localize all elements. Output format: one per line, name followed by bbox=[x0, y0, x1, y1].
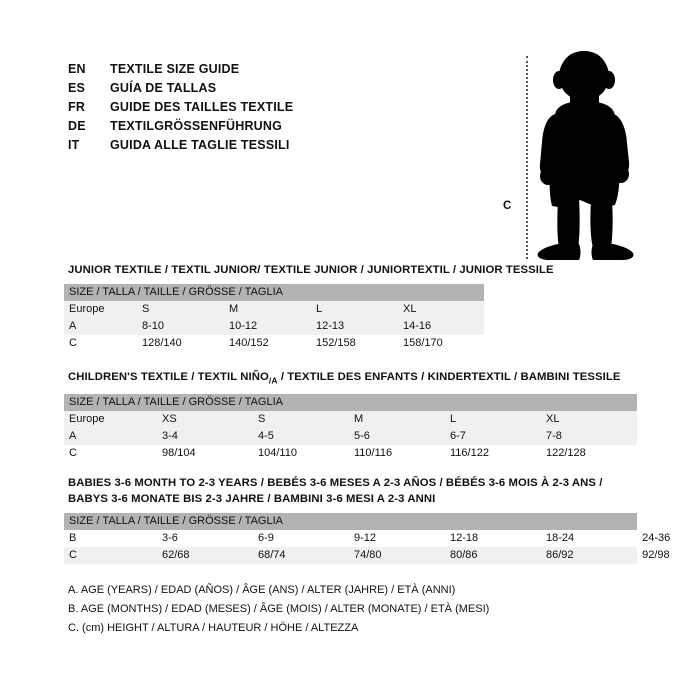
junior-europe-m: M bbox=[224, 301, 311, 318]
children-age-m: 5-6 bbox=[349, 428, 445, 446]
measurement-label-c: C bbox=[503, 200, 512, 212]
height-measurement-figure: C bbox=[495, 40, 660, 275]
children-row-key-a: A bbox=[64, 428, 157, 446]
children-title-sub: /A bbox=[268, 375, 278, 386]
table-row: B 3-6 6-9 9-12 12-18 18-24 24-36 bbox=[64, 530, 670, 547]
children-title-pre: CHILDREN'S TEXTILE / TEXTIL NIÑO bbox=[68, 371, 269, 383]
table-row: C 98/104 104/110 110/116 116/122 122/128 bbox=[64, 445, 638, 463]
section-title-babies: BABIES 3-6 MONTH TO 2-3 YEARS / BEBÉS 3-… bbox=[64, 475, 637, 507]
children-height-xs: 98/104 bbox=[157, 445, 253, 463]
table-row: C 128/140 140/152 152/158 158/170 bbox=[64, 335, 484, 352]
junior-height-xl: 158/170 bbox=[398, 335, 484, 352]
babies-height-2: 68/74 bbox=[253, 547, 349, 564]
babies-height-4: 80/86 bbox=[445, 547, 541, 564]
junior-europe-s: S bbox=[137, 301, 224, 318]
babies-height-5: 86/92 bbox=[541, 547, 638, 564]
junior-row-key-a: A bbox=[64, 318, 137, 335]
children-age-l: 6-7 bbox=[445, 428, 541, 446]
language-title-it: GUIDA ALLE TAGLIE TESSILI bbox=[110, 138, 290, 152]
children-europe-s: S bbox=[253, 411, 349, 429]
language-row-it: IT GUIDA ALLE TAGLIE TESSILI bbox=[68, 138, 428, 157]
children-row-key-c: C bbox=[64, 445, 157, 463]
babies-months-4: 12-18 bbox=[445, 530, 541, 547]
table-row: Europe S M L XL bbox=[64, 301, 484, 318]
children-age-s: 4-5 bbox=[253, 428, 349, 446]
babies-height-1: 62/68 bbox=[157, 547, 253, 564]
babies-row-key-c: C bbox=[64, 547, 157, 564]
junior-size-table: SIZE / TALLA / TAILLE / GRÖSSE / TAGLIA … bbox=[64, 284, 484, 352]
junior-age-m: 10-12 bbox=[224, 318, 311, 335]
junior-band-header-row: SIZE / TALLA / TAILLE / GRÖSSE / TAGLIA bbox=[64, 284, 484, 301]
children-age-xl: 7-8 bbox=[541, 428, 638, 446]
table-row: C 62/68 68/74 74/80 80/86 86/92 92/98 bbox=[64, 547, 670, 564]
children-band-header: SIZE / TALLA / TAILLE / GRÖSSE / TAGLIA bbox=[64, 394, 638, 412]
children-europe-l: L bbox=[445, 411, 541, 429]
language-title-block: EN TEXTILE SIZE GUIDE ES GUÍA DE TALLAS … bbox=[68, 62, 428, 157]
children-europe-xl: XL bbox=[541, 411, 638, 429]
language-code-de: DE bbox=[68, 119, 86, 133]
junior-row-key-c: C bbox=[64, 335, 137, 352]
table-row: A 8-10 10-12 12-13 14-16 bbox=[64, 318, 484, 335]
language-code-en: EN bbox=[68, 62, 86, 76]
section-children-textile: CHILDREN'S TEXTILE / TEXTIL NIÑO/A / TEX… bbox=[64, 369, 638, 463]
children-height-m: 110/116 bbox=[349, 445, 445, 463]
babies-months-1: 3-6 bbox=[157, 530, 253, 547]
children-age-xs: 3-4 bbox=[157, 428, 253, 446]
babies-months-3: 9-12 bbox=[349, 530, 445, 547]
babies-months-2: 6-9 bbox=[253, 530, 349, 547]
section-title-junior: JUNIOR TEXTILE / TEXTIL JUNIOR/ TEXTILE … bbox=[68, 264, 554, 276]
language-code-fr: FR bbox=[68, 100, 86, 114]
language-title-en: TEXTILE SIZE GUIDE bbox=[110, 62, 240, 76]
children-height-l: 116/122 bbox=[445, 445, 541, 463]
junior-height-m: 140/152 bbox=[224, 335, 311, 352]
language-row-fr: FR GUIDE DES TAILLES TEXTILE bbox=[68, 100, 428, 119]
table-row: A 3-4 4-5 5-6 6-7 7-8 bbox=[64, 428, 638, 446]
junior-europe-l: L bbox=[311, 301, 398, 318]
junior-age-l: 12-13 bbox=[311, 318, 398, 335]
babies-row-key-b: B bbox=[64, 530, 157, 547]
table-row: Europe XS S M L XL bbox=[64, 411, 638, 429]
babies-band-header-row: SIZE / TALLA / TAILLE / GRÖSSE / TAGLIA bbox=[64, 513, 638, 530]
babies-months-5: 18-24 bbox=[541, 530, 638, 547]
language-title-de: TEXTILGRÖSSENFÜHRUNG bbox=[110, 119, 283, 133]
children-title-post: / TEXTILE DES ENFANTS / KINDERTEXTIL / B… bbox=[277, 371, 621, 383]
junior-age-s: 8-10 bbox=[137, 318, 224, 335]
language-code-it: IT bbox=[68, 138, 80, 152]
children-row-key-europe: Europe bbox=[64, 411, 157, 429]
height-dotted-line bbox=[526, 56, 528, 259]
section-babies-textile: BABIES 3-6 MONTH TO 2-3 YEARS / BEBÉS 3-… bbox=[64, 475, 670, 564]
measurement-legend: A. AGE (YEARS) / EDAD (AÑOS) / ÂGE (ANS)… bbox=[68, 581, 489, 638]
toddler-silhouette-icon bbox=[537, 51, 634, 260]
children-europe-m: M bbox=[349, 411, 445, 429]
children-europe-xs: XS bbox=[157, 411, 253, 429]
section-title-children: CHILDREN'S TEXTILE / TEXTIL NIÑO/A / TEX… bbox=[64, 369, 637, 388]
junior-row-key-europe: Europe bbox=[64, 301, 137, 318]
language-row-en: EN TEXTILE SIZE GUIDE bbox=[68, 62, 428, 81]
language-code-es: ES bbox=[68, 81, 86, 95]
babies-height-3: 74/80 bbox=[349, 547, 445, 564]
junior-height-s: 128/140 bbox=[137, 335, 224, 352]
language-title-es: GUÍA DE TALLAS bbox=[110, 81, 217, 95]
junior-age-xl: 14-16 bbox=[398, 318, 484, 335]
legend-line-c: C. (cm) HEIGHT / ALTURA / HAUTEUR / HÖHE… bbox=[68, 622, 359, 634]
babies-band-header: SIZE / TALLA / TAILLE / GRÖSSE / TAGLIA bbox=[64, 513, 638, 530]
legend-line-b: B. AGE (MONTHS) / EDAD (MESES) / ÂGE (MO… bbox=[68, 603, 490, 615]
babies-title-line1: BABIES 3-6 MONTH TO 2-3 YEARS / BEBÉS 3-… bbox=[68, 477, 603, 489]
language-title-fr: GUIDE DES TAILLES TEXTILE bbox=[110, 100, 294, 114]
children-height-s: 104/110 bbox=[253, 445, 349, 463]
junior-band-header: SIZE / TALLA / TAILLE / GRÖSSE / TAGLIA bbox=[64, 284, 484, 301]
junior-height-l: 152/158 bbox=[311, 335, 398, 352]
babies-title-line2: BABYS 3-6 MONATE BIS 2-3 JAHRE / BAMBINI… bbox=[68, 493, 436, 505]
language-row-es: ES GUÍA DE TALLAS bbox=[68, 81, 428, 100]
section-junior-textile: JUNIOR TEXTILE / TEXTIL JUNIOR/ TEXTILE … bbox=[64, 262, 554, 352]
language-row-de: DE TEXTILGRÖSSENFÜHRUNG bbox=[68, 119, 428, 138]
babies-size-table: SIZE / TALLA / TAILLE / GRÖSSE / TAGLIA … bbox=[64, 513, 670, 564]
children-size-table: SIZE / TALLA / TAILLE / GRÖSSE / TAGLIA … bbox=[64, 394, 638, 463]
children-height-xl: 122/128 bbox=[541, 445, 638, 463]
junior-europe-xl: XL bbox=[398, 301, 484, 318]
legend-line-a: A. AGE (YEARS) / EDAD (AÑOS) / ÂGE (ANS)… bbox=[68, 584, 456, 596]
children-band-header-row: SIZE / TALLA / TAILLE / GRÖSSE / TAGLIA bbox=[64, 394, 638, 412]
